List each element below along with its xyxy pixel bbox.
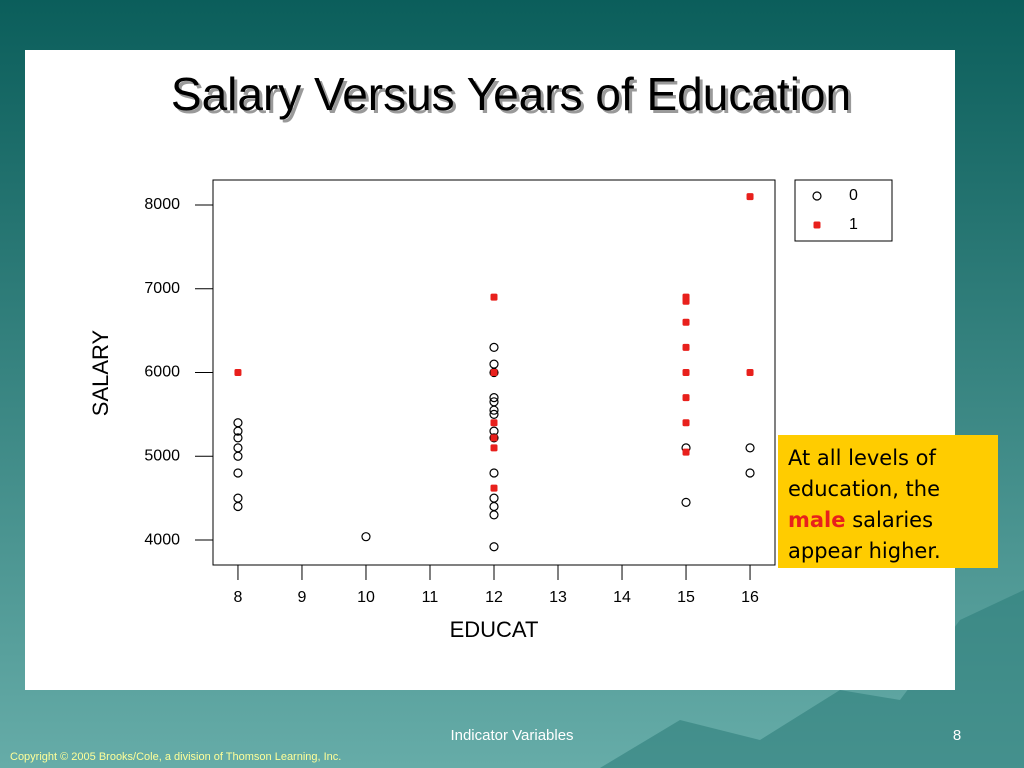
point [682,448,690,456]
point [489,367,499,378]
point [233,451,243,461]
x-tick-label: 14 [613,589,631,606]
callout-text: salaries appear higher. [788,508,941,563]
callout-emphasis: male [788,508,846,532]
y-tick-label: 6000 [144,364,180,381]
point [682,318,690,326]
point [233,426,243,436]
legend-marker [813,221,821,229]
y-axis-label: SALARY [88,329,113,416]
point [490,419,498,427]
legend-label: 0 [849,187,858,204]
x-tick-label: 11 [422,589,439,606]
point [682,394,690,402]
x-tick-label: 10 [357,589,375,606]
point [361,532,371,542]
point [489,433,499,443]
point [233,468,243,478]
point [490,444,498,452]
point [233,433,243,443]
y-tick-label: 7000 [144,280,180,297]
point [490,434,498,442]
point [745,468,755,478]
x-axis-label: EDUCAT [450,617,539,642]
point [233,501,243,512]
content-panel [25,50,955,690]
point [489,405,499,415]
callout-text: At all levels of education, the [788,446,941,501]
point [489,393,499,403]
point [490,293,498,301]
footer-title: Indicator Variables [450,727,573,744]
point [682,369,690,376]
legend-label: 1 [849,216,858,233]
x-tick-label: 9 [298,589,307,606]
chart-title-shadow: Salary Versus Years of Education [174,71,854,123]
point [489,409,499,419]
point [682,343,690,351]
x-tick-label: 16 [741,589,759,606]
x-tick-label: 13 [549,589,567,606]
legend-marker [812,191,822,201]
point [490,369,498,376]
legend-box [794,179,893,242]
x-tick-label: 12 [485,589,503,606]
y-tick-label: 5000 [144,447,180,464]
point [746,193,754,201]
copyright: Copyright © 2005 Brooks/Cole, a division… [10,751,341,763]
x-tick-label: 15 [677,589,695,606]
chart-title: Salary Versus Years of Education [171,68,851,120]
point [681,497,691,507]
point [489,342,499,352]
decoration [600,590,1024,768]
page-number: 8 [953,727,961,744]
point [234,369,242,376]
point [489,510,499,520]
point [489,468,499,478]
callout: At all levels of education, the male sal… [778,435,998,568]
point [489,542,499,552]
point [745,443,755,453]
point [682,419,690,427]
point [490,484,498,492]
y-tick-label: 8000 [144,196,180,213]
x-tick-label: 8 [234,589,243,606]
point [682,297,690,305]
y-tick-label: 4000 [144,531,180,548]
point [746,369,754,376]
